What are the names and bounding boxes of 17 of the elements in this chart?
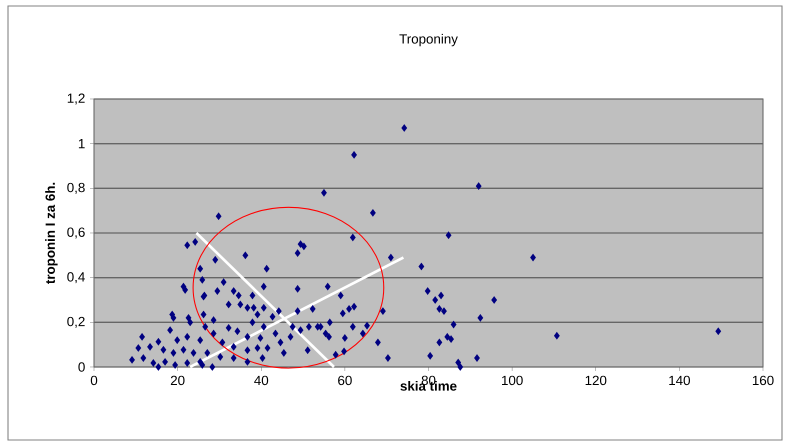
x-tick-label: 0 [90, 376, 98, 386]
x-tick-label: 20 [170, 376, 185, 386]
x-tick-label: 120 [586, 376, 606, 386]
x-tick-label: 60 [338, 376, 352, 386]
x-tick-label: 40 [254, 376, 268, 386]
y-tick-label: 0 [78, 362, 85, 372]
y-tick-label: 1,2 [68, 93, 85, 105]
y-tick-label: 0,8 [67, 182, 85, 194]
y-tick-label: 0,4 [67, 272, 85, 284]
y-axis-title: troponin I za 6h. [45, 182, 58, 284]
y-tick-label: 0,2 [67, 316, 85, 328]
y-tick-label: 0,6 [67, 227, 85, 239]
x-tick-label: 140 [669, 376, 690, 386]
x-tick-label: 100 [502, 376, 523, 386]
chart-title: Troponiny [399, 34, 458, 46]
x-tick-label: 160 [752, 376, 774, 386]
y-tick-label: 1 [78, 139, 85, 148]
